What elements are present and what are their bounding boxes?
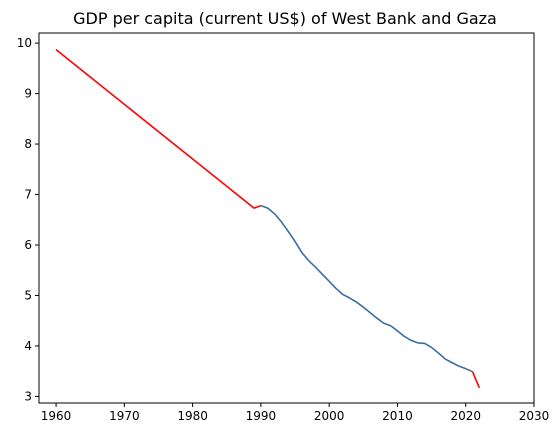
y-tick-label: 6 — [24, 238, 32, 252]
y-tick-label: 10 — [17, 36, 32, 50]
y-tick-label: 5 — [24, 288, 32, 302]
axes-frame — [38, 32, 535, 404]
x-tick-label: 1990 — [246, 409, 277, 423]
plot-area — [55, 49, 481, 389]
x-tick-label: 2020 — [450, 409, 481, 423]
y-tick-label: 7 — [24, 188, 32, 202]
series-line-0 — [55, 49, 262, 209]
y-tick-label: 4 — [24, 339, 32, 353]
x-tick-label: 1970 — [109, 409, 140, 423]
x-tick-label: 2010 — [382, 409, 413, 423]
series-line-2 — [471, 371, 481, 389]
y-tick-label: 3 — [24, 389, 32, 403]
chart-title: GDP per capita (current US$) of West Ban… — [73, 9, 497, 28]
x-tick-label: 1980 — [177, 409, 208, 423]
x-tick-label: 2030 — [519, 409, 550, 423]
y-tick-label: 9 — [24, 87, 32, 101]
y-axis: 3 4 5 6 7 8 9 10 — [17, 36, 39, 403]
x-axis: 1960 1970 1980 1990 2000 2010 2020 2030 — [41, 403, 549, 423]
series-line-1 — [260, 204, 473, 373]
y-tick-label: 8 — [24, 137, 32, 151]
x-tick-label: 1960 — [41, 409, 72, 423]
x-tick-label: 2000 — [314, 409, 345, 423]
